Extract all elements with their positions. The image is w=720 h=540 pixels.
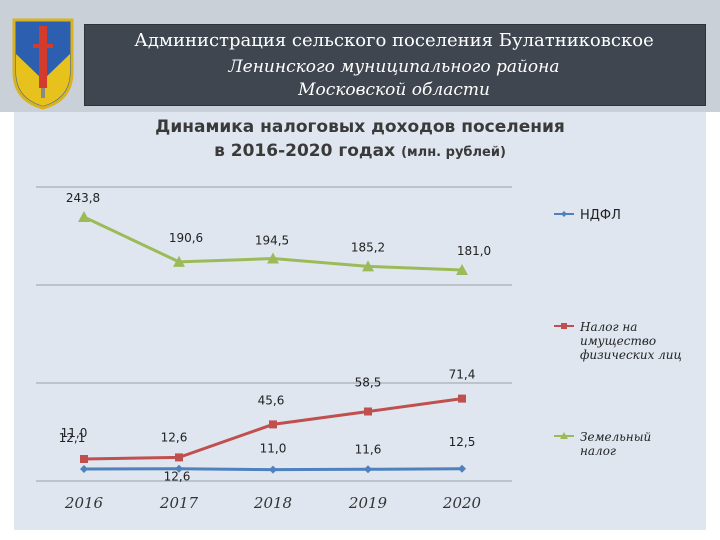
- x-tick-label: 2017: [159, 494, 199, 512]
- header-title-line-2: Ленинского муниципального района: [228, 57, 560, 77]
- chart-subtitle: в 2016-2020 годах (млн. рублей): [0, 141, 720, 163]
- chart-subtitle-years: в 2016-2020 годах: [214, 141, 396, 161]
- title-banner: [84, 24, 706, 106]
- x-tick-label: 2020: [442, 494, 482, 512]
- data-label: 12,1: [59, 431, 86, 445]
- header-title-line-3: Московской области: [298, 80, 490, 100]
- chart-title: Динамика налоговых доходов поселения: [155, 117, 565, 137]
- legend-label: НДФЛ: [580, 208, 621, 223]
- data-point: [364, 465, 372, 474]
- coat-of-arms-icon: [12, 18, 74, 110]
- data-point: [269, 465, 277, 474]
- data-label: 243,8: [66, 191, 100, 205]
- data-point: [175, 464, 183, 473]
- data-label: 12,5: [449, 435, 476, 449]
- data-point: [458, 464, 466, 473]
- data-point: [269, 420, 277, 429]
- chart-unit: (млн. рублей): [401, 145, 506, 160]
- data-point: [267, 252, 279, 264]
- chart-panel: [14, 112, 706, 530]
- legend-marker: [561, 211, 567, 217]
- legend-label: Налог на: [579, 320, 637, 334]
- legend-marker: [561, 323, 567, 329]
- data-label: 11,0: [260, 442, 287, 456]
- legend-marker: [560, 432, 568, 439]
- legend-label: имущество: [580, 334, 656, 348]
- data-label: 181,0: [457, 244, 491, 258]
- data-label: 12,6: [161, 430, 188, 444]
- data-label: 185,2: [351, 240, 385, 254]
- x-tick-label: 2018: [253, 494, 292, 512]
- data-point: [80, 465, 88, 473]
- legend-label: Земельный: [580, 430, 651, 444]
- data-point: [80, 455, 88, 463]
- data-label: 11,6: [355, 442, 382, 456]
- x-tick-label: 2016: [64, 494, 104, 512]
- data-point: [362, 260, 374, 272]
- data-label: 194,5: [255, 234, 289, 248]
- data-label: 71,4: [449, 368, 476, 382]
- data-label: 190,6: [169, 231, 203, 245]
- data-point: [458, 394, 466, 403]
- data-point: [364, 407, 372, 416]
- data-label: 12,6: [164, 470, 191, 484]
- data-point: [173, 255, 185, 267]
- data-point: [456, 263, 468, 275]
- legend-label: физических лиц: [580, 348, 682, 362]
- data-label: 11,0: [61, 426, 88, 440]
- x-tick-label: 2019: [348, 494, 388, 512]
- header-title-line-1: Администрация сельского поселения Булатн…: [134, 30, 654, 51]
- data-label: 58,5: [355, 376, 382, 390]
- legend-label: налог: [580, 444, 616, 458]
- data-label: 45,6: [258, 393, 285, 407]
- data-point: [78, 211, 90, 222]
- data-point: [175, 453, 183, 462]
